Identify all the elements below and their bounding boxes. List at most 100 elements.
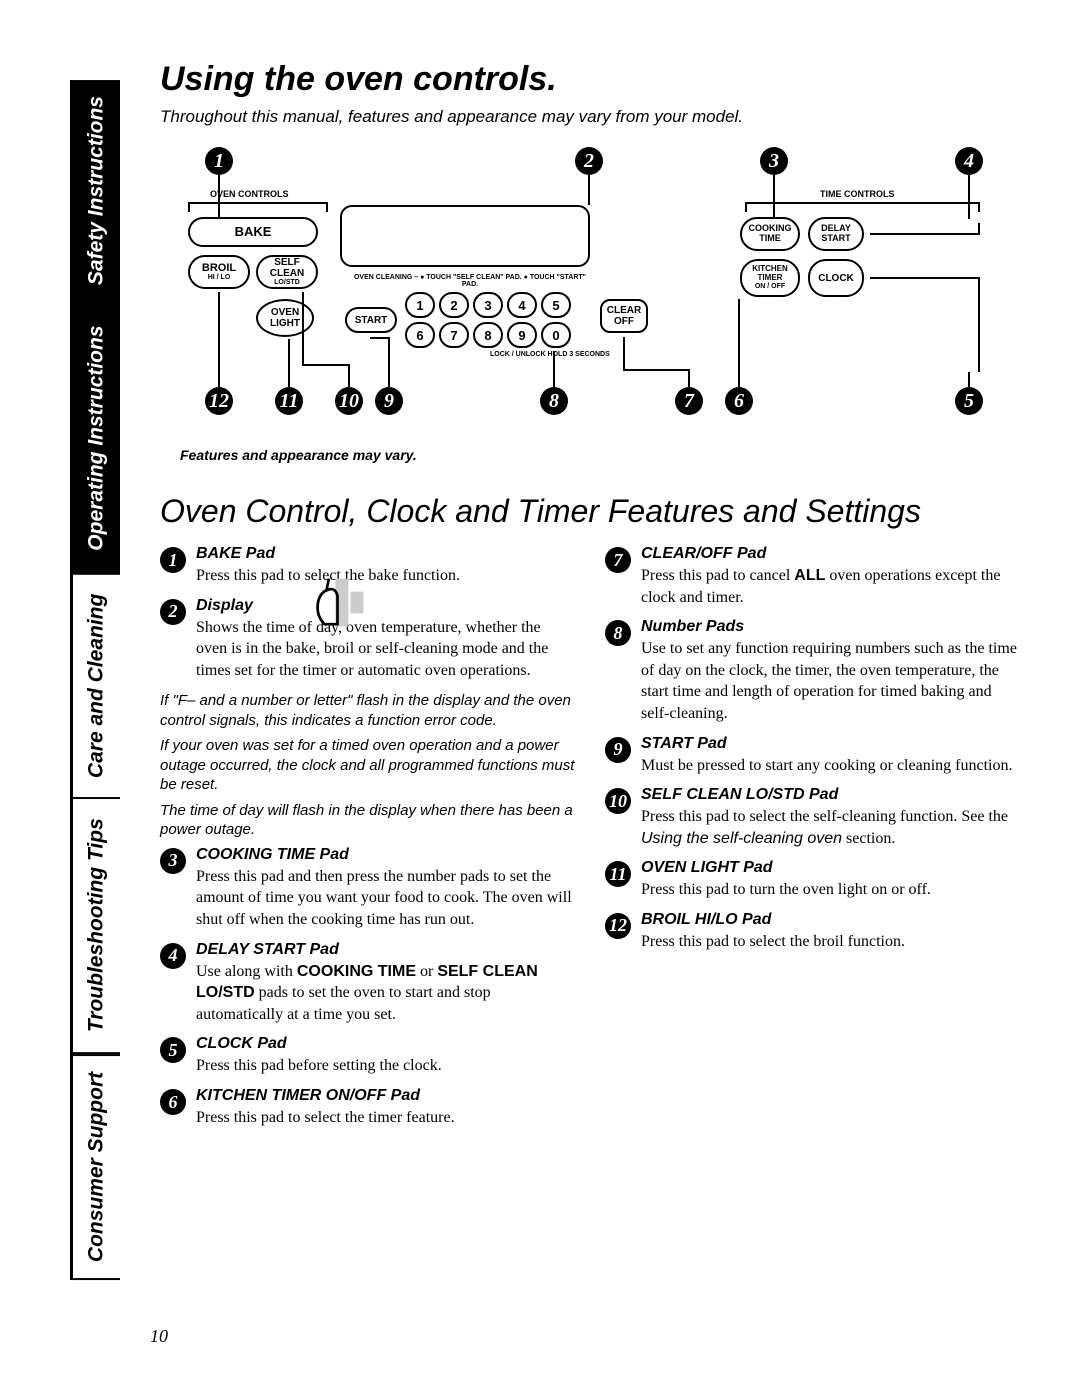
- key-0: 0: [541, 322, 571, 348]
- cleaning-instruction: OVEN CLEANING – ● TOUCH "SELF CLEAN" PAD…: [345, 274, 595, 288]
- self-clean-button: SELF CLEAN LO/STD: [256, 255, 318, 289]
- feature-item-7: 7 CLEAR/OFF Pad Press this pad to cancel…: [605, 545, 1020, 608]
- feature-desc-7: Press this pad to cancel ALL oven operat…: [641, 565, 1020, 608]
- features-list: 1 BAKE Pad Press this pad to select the …: [160, 545, 1020, 1139]
- info-hand-icon: [305, 570, 370, 635]
- note-3: The time of day will flash in the displa…: [160, 801, 575, 840]
- feature-item-11: 11 OVEN LIGHT Pad Press this pad to turn…: [605, 859, 1020, 901]
- key-4: 4: [507, 292, 537, 318]
- feature-label-9: START Pad: [641, 735, 1020, 753]
- control-panel-diagram: 1 2 3 4 OVEN CONTROLS TIME CONTROLS BAKE: [180, 147, 1000, 437]
- feature-item-9: 9 START Pad Must be pressed to start any…: [605, 735, 1020, 777]
- feature-num-9: 9: [605, 737, 631, 763]
- delay-start-button: DELAY START: [808, 217, 864, 251]
- key-2: 2: [439, 292, 469, 318]
- feature-num-4: 4: [160, 943, 186, 969]
- callout-5: 5: [955, 387, 983, 415]
- feature-desc-3: Press this pad and then press the number…: [196, 866, 575, 931]
- feature-num-10: 10: [605, 788, 631, 814]
- feature-item-10: 10 SELF CLEAN LO/STD Pad Press this pad …: [605, 786, 1020, 849]
- feature-item-6: 6 KITCHEN TIMER ON/OFF Pad Press this pa…: [160, 1087, 575, 1129]
- kitchen-timer-label: KITCHEN TIMER: [742, 265, 798, 283]
- sidebar-tabs: Safety Instructions Operating Instructio…: [70, 80, 120, 1280]
- feature-num-1: 1: [160, 547, 186, 573]
- feature-label-2: Display: [196, 597, 575, 615]
- tab-safety[interactable]: Safety Instructions: [73, 80, 120, 304]
- callout-6: 6: [725, 387, 753, 415]
- feature-item-12: 12 BROIL HI/LO Pad Press this pad to sel…: [605, 911, 1020, 953]
- feature-num-2: 2: [160, 599, 186, 625]
- feature-item-8: 8 Number Pads Use to set any function re…: [605, 618, 1020, 724]
- feature-desc-2: Shows the time of day, oven temperature,…: [196, 617, 575, 682]
- features-right-col: 7 CLEAR/OFF Pad Press this pad to cancel…: [605, 545, 1020, 1139]
- broil-sub-label: HI / LO: [208, 274, 231, 282]
- feature-label-6: KITCHEN TIMER ON/OFF Pad: [196, 1087, 575, 1105]
- feature-label-12: BROIL HI/LO Pad: [641, 911, 1020, 929]
- feature-label-1: BAKE Pad: [196, 545, 575, 563]
- clock-button: CLOCK: [808, 259, 864, 297]
- feature-desc-12: Press this pad to select the broil funct…: [641, 931, 1020, 953]
- feature-label-3: COOKING TIME Pad: [196, 846, 575, 864]
- feature-num-11: 11: [605, 861, 631, 887]
- tab-care[interactable]: Care and Cleaning: [73, 575, 120, 799]
- feature-label-11: OVEN LIGHT Pad: [641, 859, 1020, 877]
- feature-desc-11: Press this pad to turn the oven light on…: [641, 879, 1020, 901]
- key-5: 5: [541, 292, 571, 318]
- clear-off-button: CLEAR OFF: [600, 299, 648, 333]
- callout-7: 7: [675, 387, 703, 415]
- tab-support[interactable]: Consumer Support: [73, 1054, 120, 1280]
- callout-11: 11: [275, 387, 303, 415]
- oven-light-button: OVEN LIGHT: [256, 299, 314, 337]
- broil-button: BROIL HI / LO: [188, 255, 250, 289]
- feature-item-5: 5 CLOCK Pad Press this pad before settin…: [160, 1035, 575, 1077]
- diagram-note: Features and appearance may vary.: [180, 447, 1020, 463]
- callout-1: 1: [205, 147, 233, 175]
- subtitle: Throughout this manual, features and app…: [160, 107, 1020, 127]
- key-3: 3: [473, 292, 503, 318]
- time-controls-label: TIME CONTROLS: [820, 189, 895, 199]
- broil-label: BROIL: [202, 262, 236, 274]
- delay-start-label: DELAY START: [810, 224, 862, 244]
- oven-controls-label: OVEN CONTROLS: [210, 189, 289, 199]
- start-button: START: [345, 307, 397, 333]
- self-clean-sub-label: LO/STD: [274, 279, 300, 287]
- feature-label-4: DELAY START Pad: [196, 941, 575, 959]
- feature-label-10: SELF CLEAN LO/STD Pad: [641, 786, 1020, 804]
- feature-desc-6: Press this pad to select the timer featu…: [196, 1107, 575, 1129]
- feature-num-3: 3: [160, 848, 186, 874]
- page-number: 10: [150, 1326, 168, 1347]
- clock-label: CLOCK: [818, 273, 854, 284]
- key-6: 6: [405, 322, 435, 348]
- callout-10: 10: [335, 387, 363, 415]
- feature-label-7: CLEAR/OFF Pad: [641, 545, 1020, 563]
- tab-trouble[interactable]: Troubleshooting Tips: [73, 799, 120, 1054]
- feature-label-8: Number Pads: [641, 618, 1020, 636]
- cooking-time-button: COOKING TIME: [740, 217, 800, 251]
- feature-label-5: CLOCK Pad: [196, 1035, 575, 1053]
- callout-9: 9: [375, 387, 403, 415]
- tab-operating[interactable]: Operating Instructions: [73, 304, 120, 575]
- feature-desc-10: Press this pad to select the self-cleani…: [641, 806, 1020, 849]
- section-title: Oven Control, Clock and Timer Features a…: [160, 493, 1020, 530]
- keypad-row-1: 1 2 3 4 5: [405, 292, 571, 318]
- feature-num-7: 7: [605, 547, 631, 573]
- feature-num-6: 6: [160, 1089, 186, 1115]
- feature-desc-5: Press this pad before setting the clock.: [196, 1055, 575, 1077]
- display-panel: [340, 205, 590, 267]
- bake-button: BAKE: [188, 217, 318, 247]
- self-clean-label: SELF CLEAN: [258, 257, 316, 279]
- feature-desc-1: Press this pad to select the bake functi…: [196, 565, 575, 587]
- feature-item-4: 4 DELAY START Pad Use along with COOKING…: [160, 941, 575, 1026]
- feature-num-12: 12: [605, 913, 631, 939]
- page-title: Using the oven controls.: [160, 60, 1020, 99]
- feature-desc-8: Use to set any function requiring number…: [641, 638, 1020, 724]
- clear-off-label: CLEAR OFF: [602, 305, 646, 327]
- callout-4: 4: [955, 147, 983, 175]
- callout-3: 3: [760, 147, 788, 175]
- key-1: 1: [405, 292, 435, 318]
- cooking-time-label: COOKING TIME: [742, 224, 798, 244]
- feature-desc-9: Must be pressed to start any cooking or …: [641, 755, 1020, 777]
- kitchen-timer-sub-label: ON / OFF: [755, 283, 785, 291]
- key-7: 7: [439, 322, 469, 348]
- kitchen-timer-button: KITCHEN TIMER ON / OFF: [740, 259, 800, 297]
